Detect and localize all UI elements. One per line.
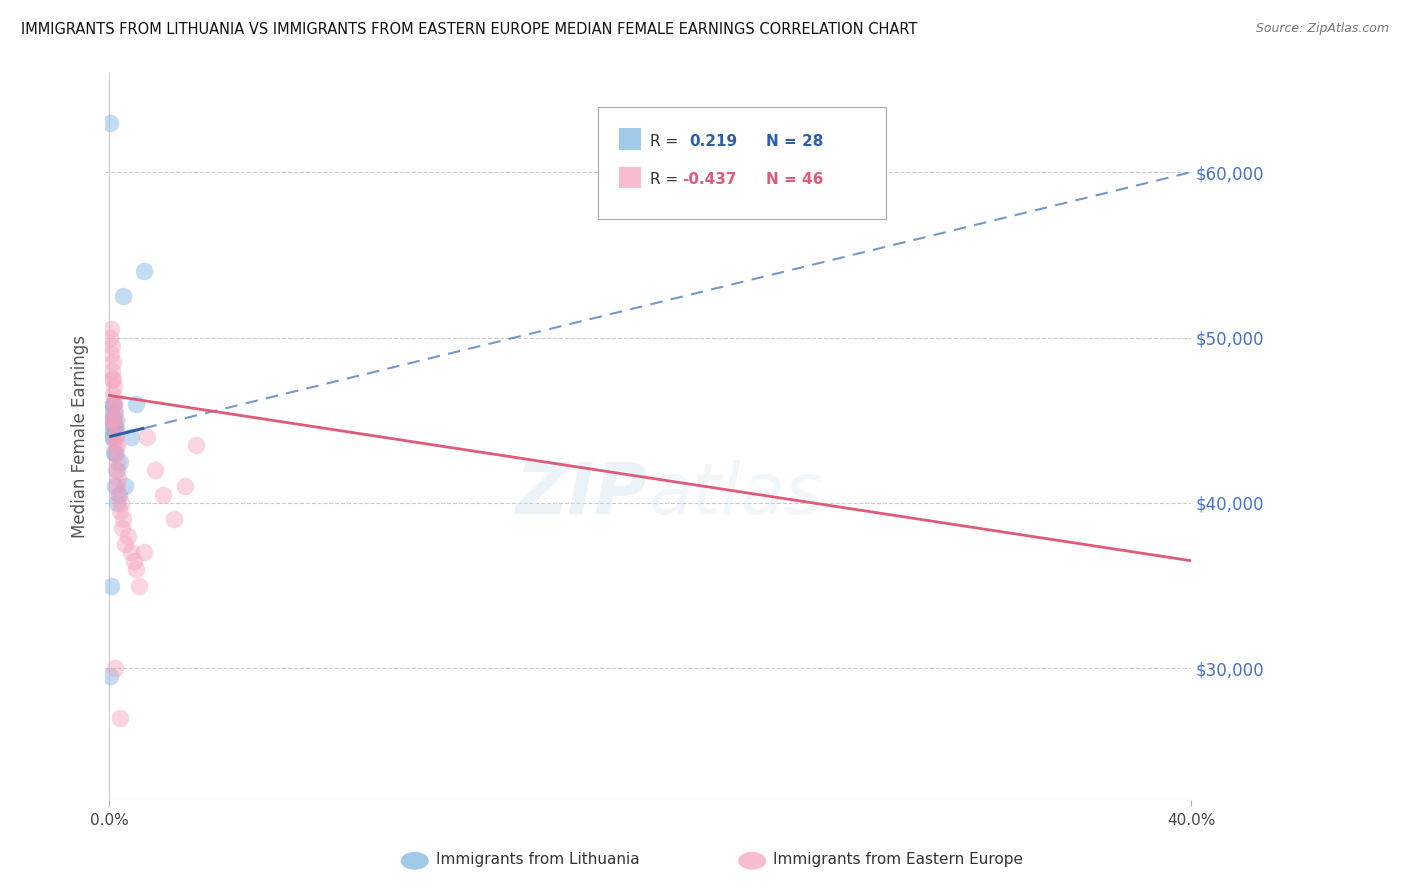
Point xyxy=(98,669,121,683)
Point xyxy=(103,421,125,435)
Point xyxy=(100,421,122,435)
Point xyxy=(101,430,124,444)
Point xyxy=(108,711,131,725)
Point xyxy=(98,115,121,129)
Point xyxy=(105,479,128,493)
Point xyxy=(104,479,127,493)
Text: Immigrants from Eastern Europe: Immigrants from Eastern Europe xyxy=(773,852,1024,867)
Point xyxy=(101,413,124,427)
Point xyxy=(105,438,128,452)
Point xyxy=(125,397,148,411)
Point xyxy=(128,578,150,592)
Point xyxy=(101,397,124,411)
Point xyxy=(114,479,136,493)
Point xyxy=(105,430,128,444)
Point xyxy=(104,438,127,452)
Text: Immigrants from Lithuania: Immigrants from Lithuania xyxy=(436,852,640,867)
Point xyxy=(122,554,145,568)
Point xyxy=(174,479,197,493)
Point xyxy=(103,397,125,411)
Point xyxy=(107,487,129,501)
Text: N = 46: N = 46 xyxy=(766,172,824,187)
Text: ZIP: ZIP xyxy=(516,460,648,530)
Point xyxy=(100,363,122,377)
Point xyxy=(152,487,174,501)
Point xyxy=(101,339,124,353)
Point xyxy=(110,496,132,510)
Point xyxy=(100,578,122,592)
Point xyxy=(163,512,186,526)
Point xyxy=(98,330,121,344)
Point xyxy=(103,446,125,460)
Point xyxy=(184,438,207,452)
Point xyxy=(100,347,122,361)
Point xyxy=(104,446,127,460)
Point xyxy=(104,446,127,460)
Point xyxy=(101,413,124,427)
Point xyxy=(134,264,156,278)
Point xyxy=(104,405,127,419)
Point xyxy=(134,545,156,559)
Point xyxy=(143,463,166,477)
Point xyxy=(101,372,124,386)
Point xyxy=(111,289,134,303)
Point xyxy=(120,430,142,444)
Point xyxy=(103,397,125,411)
Point xyxy=(104,421,127,435)
Text: R =: R = xyxy=(650,172,678,187)
Point xyxy=(103,413,125,427)
Point xyxy=(101,372,124,386)
Point xyxy=(111,521,134,535)
Point xyxy=(136,430,159,444)
Text: 0.219: 0.219 xyxy=(689,134,737,149)
Point xyxy=(105,496,128,510)
Point xyxy=(105,454,128,468)
Point xyxy=(105,421,128,435)
Text: IMMIGRANTS FROM LITHUANIA VS IMMIGRANTS FROM EASTERN EUROPE MEDIAN FEMALE EARNIN: IMMIGRANTS FROM LITHUANIA VS IMMIGRANTS … xyxy=(21,22,918,37)
Point xyxy=(103,397,125,411)
Point xyxy=(101,430,124,444)
Point xyxy=(108,454,131,468)
Point xyxy=(125,562,148,576)
Point xyxy=(108,504,131,518)
Point xyxy=(103,413,125,427)
Point xyxy=(120,545,142,559)
Point xyxy=(103,405,125,419)
Point xyxy=(105,463,128,477)
Point xyxy=(105,463,128,477)
Point xyxy=(117,529,139,543)
Point xyxy=(104,413,127,427)
Point xyxy=(104,661,127,675)
Text: R =: R = xyxy=(650,134,678,149)
Point xyxy=(107,471,129,485)
Point xyxy=(111,512,134,526)
Text: -0.437: -0.437 xyxy=(682,172,737,187)
Point xyxy=(98,413,121,427)
Point xyxy=(101,355,124,369)
Point xyxy=(107,487,129,501)
Point xyxy=(114,537,136,551)
Point xyxy=(101,388,124,402)
Text: atlas: atlas xyxy=(648,460,823,530)
Text: Source: ZipAtlas.com: Source: ZipAtlas.com xyxy=(1256,22,1389,36)
Y-axis label: Median Female Earnings: Median Female Earnings xyxy=(72,335,89,538)
Point xyxy=(100,322,122,336)
Point xyxy=(103,380,125,394)
Point xyxy=(103,421,125,435)
Point xyxy=(104,430,127,444)
Text: N = 28: N = 28 xyxy=(766,134,824,149)
Point xyxy=(100,405,122,419)
